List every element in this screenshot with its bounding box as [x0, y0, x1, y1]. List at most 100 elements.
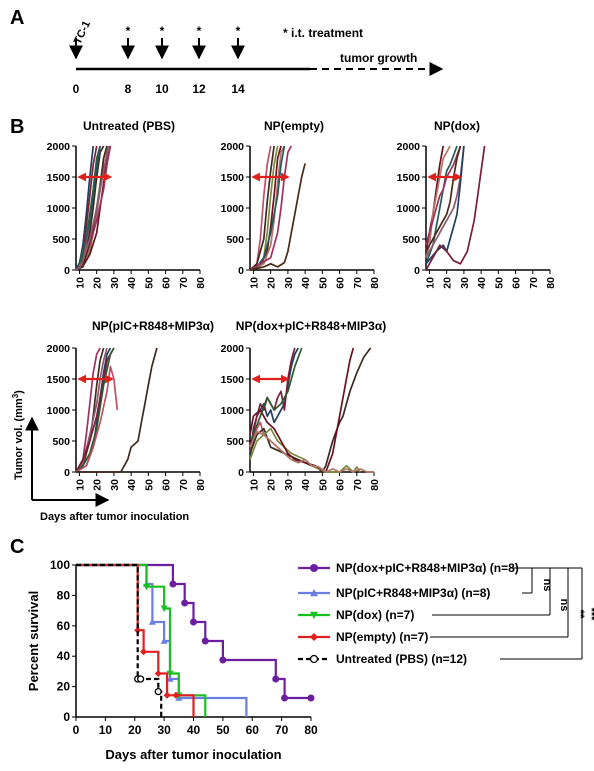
y-tick-label: 500	[226, 234, 244, 246]
x-tick-label: 50	[317, 277, 329, 289]
y-tick-label: 1000	[397, 203, 421, 215]
survival-marker	[134, 626, 142, 634]
survival-marker	[310, 589, 318, 597]
x-tick-label: 20	[92, 479, 104, 491]
survival-marker	[160, 605, 168, 612]
y-tick-label: 1500	[397, 172, 421, 184]
growth-chart-1: Untreated (PBS) 0 500 1000 1500 2000 10 20 30 40 5…	[47, 119, 207, 289]
x-tick-label: 20	[266, 277, 278, 289]
x-tick-label: 30	[109, 479, 121, 491]
panel-label-c: C	[10, 536, 24, 558]
timeline-day-label: 10	[155, 82, 169, 96]
x-tick-label: 80	[369, 479, 381, 491]
survival-marker	[310, 564, 318, 572]
survival-marker	[310, 611, 318, 619]
survival-y-tick-label: 40	[57, 649, 71, 663]
survival-curve	[76, 563, 311, 700]
y-tick-label: 0	[64, 467, 70, 479]
y-tick-label: 2000	[397, 141, 421, 153]
x-tick-label: 40	[126, 277, 138, 289]
survival-marker	[160, 637, 168, 644]
x-tick-label: 10	[74, 277, 86, 289]
survival-marker	[166, 670, 174, 678]
y-tick-label: 2000	[221, 343, 245, 355]
survival-series-1	[76, 563, 315, 702]
y-tick-label: 1500	[221, 374, 245, 386]
survival-x-tick-label: 60	[246, 723, 260, 737]
y-tick-label: 0	[238, 467, 244, 479]
treatment-marker-8: *	[126, 24, 131, 38]
x-tick-label: 70	[352, 479, 364, 491]
x-tick-label: 50	[143, 479, 155, 491]
survival-y-tick-label: 100	[50, 558, 70, 572]
x-tick-label: 40	[300, 479, 312, 491]
x-tick-label: 30	[283, 277, 295, 289]
survival-marker	[148, 618, 156, 625]
growth-series-line	[425, 145, 465, 265]
legend-entry: NP(pIC+R848+MIP3α) (n=8)	[336, 586, 490, 600]
x-tick-label: 80	[195, 479, 207, 491]
growth-series-line	[249, 347, 372, 473]
survival-x-tick-label: 80	[304, 723, 318, 737]
survival-y-tick-label: 0	[63, 710, 70, 724]
x-tick-label: 70	[178, 277, 190, 289]
growth-chart-title: NP(dox)	[434, 119, 480, 133]
growth-y-axis-label: Tumor vol. (mm3)	[11, 390, 25, 480]
timeline-day-label: 8	[125, 82, 132, 96]
y-tick-label: 2000	[47, 343, 71, 355]
growth-chart-4: NP(pIC+R848+MIP3α) 0 500 1000 1500 2000 10 20 30…	[47, 319, 214, 491]
x-tick-label: 10	[424, 277, 436, 289]
legend-entry: Untreated (PBS) (n=12)	[336, 652, 467, 666]
y-tick-label: 500	[226, 436, 244, 448]
survival-x-tick-label: 30	[157, 723, 171, 737]
survival-x-tick-label: 40	[187, 723, 201, 737]
growth-chart-5: NP(dox+pIC+R848+MIP3α) 0 500 1000 1500 2000 10…	[221, 319, 387, 491]
x-tick-label: 50	[143, 277, 155, 289]
survival-marker	[154, 670, 162, 678]
timeline-panel: A TC-1 * i.t. treatment tumor growth * *…	[10, 7, 444, 96]
survival-marker	[219, 656, 227, 664]
x-tick-label: 40	[126, 479, 138, 491]
growth-series-line	[75, 145, 101, 271]
survival-marker	[143, 583, 150, 591]
x-tick-label: 50	[317, 479, 329, 491]
y-tick-label: 1500	[47, 172, 71, 184]
y-tick-label: 500	[52, 234, 70, 246]
x-tick-label: 40	[300, 277, 312, 289]
growth-series-line	[249, 347, 303, 454]
survival-y-axis-label: Percent survival	[26, 591, 41, 691]
survival-marker	[272, 675, 280, 683]
x-tick-label: 80	[195, 277, 207, 289]
timeline-day-label: 0	[73, 82, 80, 96]
x-tick-label: 30	[109, 277, 121, 289]
survival-x-axis-label: Days after tumor inoculation	[105, 747, 281, 762]
growth-series-line	[75, 347, 101, 473]
x-tick-label: 60	[335, 479, 347, 491]
growth-x-axis-label: Days after tumor inoculation	[40, 511, 189, 523]
survival-x-tick-label: 20	[128, 723, 142, 737]
growth-chart-title: Untreated (PBS)	[83, 119, 175, 133]
survival-x-tick-label: 0	[73, 723, 80, 737]
legend-entry: NP(empty) (n=7)	[336, 630, 428, 644]
x-tick-label: 30	[283, 479, 295, 491]
y-tick-label: 0	[414, 265, 420, 277]
growth-chart-title: NP(dox+pIC+R848+MIP3α)	[236, 319, 386, 333]
x-tick-label: 60	[161, 277, 173, 289]
significance-label: ***	[585, 608, 594, 622]
growth-series-line	[425, 145, 451, 258]
survival-marker	[201, 637, 209, 645]
x-tick-label: 20	[92, 277, 104, 289]
timeline-arrow-label: tumor growth	[340, 51, 417, 65]
treatment-marker-14: *	[236, 24, 241, 38]
survival-marker	[163, 691, 171, 699]
growth-series-line	[249, 145, 293, 271]
x-tick-label: 40	[476, 277, 488, 289]
y-tick-label: 500	[402, 234, 420, 246]
growth-series-line	[249, 145, 275, 271]
survival-x-tick-label: 10	[99, 723, 113, 737]
growth-series-line	[75, 347, 115, 473]
y-tick-label: 1500	[47, 374, 71, 386]
growth-series-line	[76, 347, 158, 473]
growth-chart-2: NP(empty) 0 500 1000 1500 2000 10 20 30 40 50 60 70 8…	[221, 119, 381, 289]
y-tick-label: 1500	[221, 172, 245, 184]
